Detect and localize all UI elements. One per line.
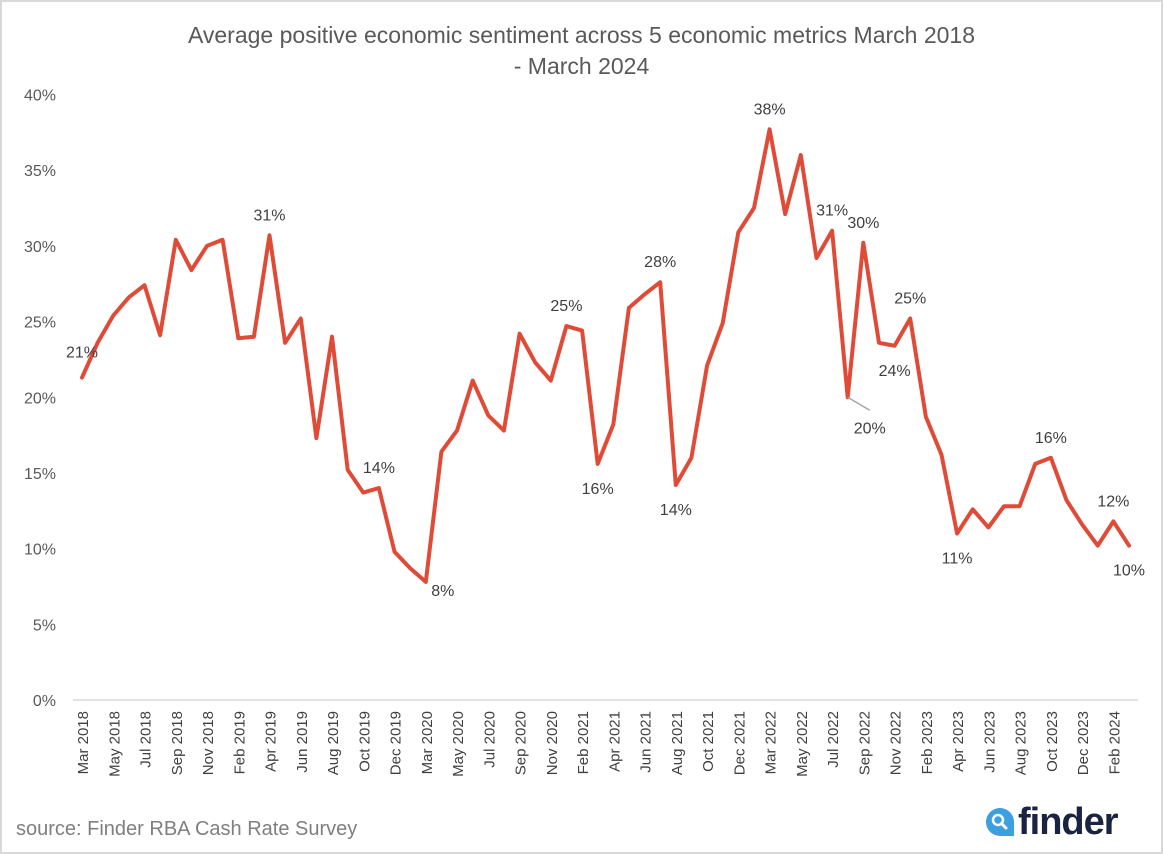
x-tick-label: Feb 2023 — [919, 711, 936, 774]
x-tick-label: Aug 2023 — [1013, 711, 1030, 775]
x-tick-label: Feb 2024 — [1106, 711, 1123, 774]
x-tick-label: Feb 2019 — [231, 711, 248, 774]
x-tick-label: Sep 2020 — [513, 711, 530, 775]
finder-search-icon — [986, 808, 1014, 836]
data-label: 10% — [1113, 563, 1145, 580]
data-label: 28% — [644, 254, 676, 271]
x-tick-label: Aug 2019 — [325, 711, 342, 775]
x-tick-label: Jun 2019 — [294, 711, 311, 773]
data-label: 21% — [66, 345, 98, 362]
chart-title-line-2: - March 2024 — [513, 53, 650, 79]
y-tick-label: 15% — [24, 466, 56, 483]
x-tick-label: Apr 2023 — [950, 711, 967, 772]
data-labels: 21% 31% 14% 8% 25% 16% 28% 14% 38% 31% 20% 30% 24% 25… — [66, 101, 1145, 600]
x-tick-label: Nov 2020 — [544, 711, 561, 775]
y-tick-label: 35% — [24, 163, 56, 180]
x-tick-label: Oct 2023 — [1044, 711, 1061, 772]
x-tick-label: Jul 2022 — [825, 711, 842, 768]
y-tick-label: 0% — [33, 693, 56, 710]
source-note: source: Finder RBA Cash Rate Survey — [16, 818, 358, 840]
x-tick-label: May 2018 — [106, 711, 123, 777]
y-axis: 0% 5% 10% 15% 20% 25% 30% 35% 40% — [24, 88, 56, 711]
data-label: 31% — [816, 203, 848, 220]
data-label: 11% — [942, 550, 973, 567]
chart-title-line-1: Average positive economic sentiment acro… — [187, 22, 976, 48]
x-tick-label: Jun 2023 — [981, 711, 998, 773]
x-tick-label: Jun 2021 — [638, 711, 655, 773]
data-label: 16% — [582, 481, 614, 498]
series-line-group — [80, 127, 1131, 584]
finder-logo: finder — [985, 800, 1119, 844]
x-tick-label: Dec 2019 — [388, 711, 405, 775]
x-tick-label: Apr 2019 — [263, 711, 280, 772]
x-tick-label: May 2022 — [794, 711, 811, 777]
data-label: 14% — [660, 502, 692, 519]
data-label: 25% — [894, 291, 926, 308]
x-tick-label: Oct 2019 — [356, 711, 373, 772]
data-label: 16% — [1035, 430, 1067, 447]
data-label: 31% — [254, 207, 286, 224]
x-tick-label: Sep 2022 — [856, 711, 873, 775]
finder-logo-text: finder — [1018, 801, 1119, 843]
y-tick-label: 5% — [33, 617, 56, 634]
x-tick-label: Apr 2021 — [606, 711, 623, 772]
x-tick-label: Jul 2020 — [481, 711, 498, 768]
data-label: 30% — [847, 215, 879, 232]
x-tick-label: Sep 2018 — [169, 711, 186, 775]
y-tick-label: 20% — [24, 390, 56, 407]
series-line — [80, 127, 1131, 584]
x-tick-label: May 2020 — [450, 711, 467, 777]
data-label: 25% — [550, 298, 582, 315]
x-tick-label: Jul 2018 — [138, 711, 155, 768]
x-tick-label: Aug 2021 — [669, 711, 686, 775]
data-label: 38% — [754, 101, 786, 118]
x-tick-label: Oct 2021 — [700, 711, 717, 772]
data-label: 20% — [854, 420, 886, 437]
y-tick-label: 30% — [24, 239, 56, 256]
data-label: 24% — [879, 363, 911, 380]
x-tick-label: Nov 2022 — [888, 711, 905, 775]
x-tick-label: Dec 2021 — [731, 711, 748, 775]
x-tick-label: Mar 2020 — [419, 711, 436, 774]
data-label: 14% — [363, 460, 395, 477]
data-label-leader-line — [847, 396, 871, 411]
x-tick-label: Mar 2022 — [763, 711, 780, 774]
data-label: 12% — [1097, 493, 1129, 510]
chart-title: Average positive economic sentiment acro… — [0, 20, 1163, 82]
y-tick-label: 40% — [24, 88, 56, 105]
x-tick-label: Feb 2021 — [575, 711, 592, 774]
x-axis: Mar 2018 May 2018 Jul 2018 Sep 2018 Nov 2018… — [73, 699, 1138, 777]
y-tick-label: 25% — [24, 315, 56, 332]
x-tick-label: Dec 2023 — [1075, 711, 1092, 775]
y-tick-label: 10% — [24, 542, 56, 559]
data-label: 8% — [431, 583, 454, 600]
x-tick-label: Nov 2018 — [200, 711, 217, 775]
x-tick-label: Mar 2018 — [75, 711, 92, 774]
